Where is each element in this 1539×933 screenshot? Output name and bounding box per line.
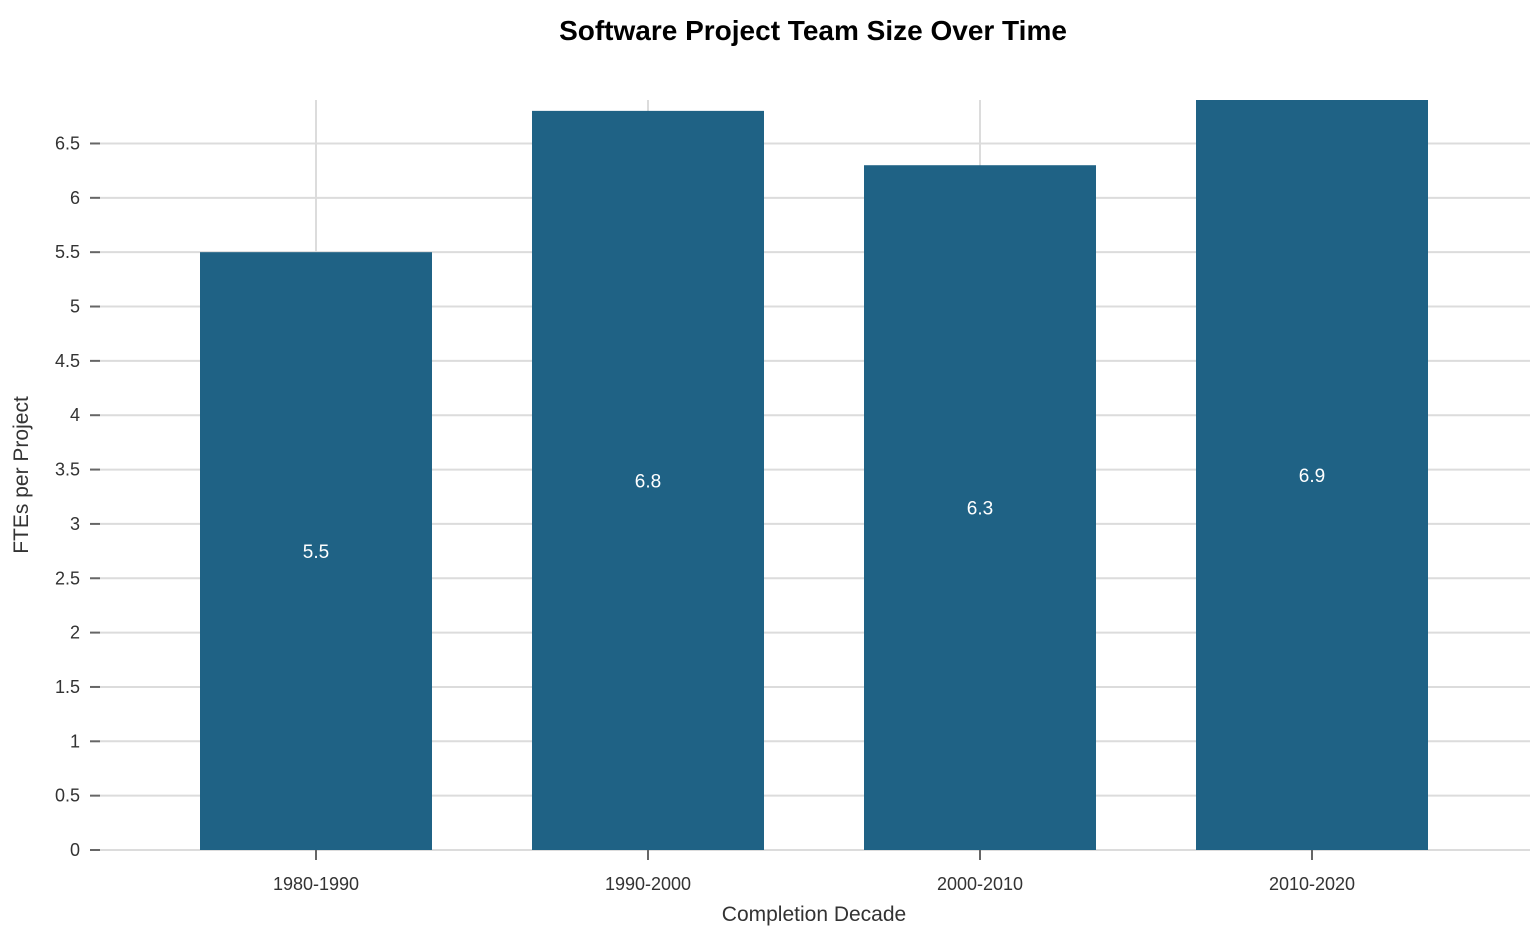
x-axis: 1980-1990 1990-2000 2000-2010 2010-2020 <box>273 850 1355 894</box>
y-tick-label: 6.5 <box>55 133 80 153</box>
y-tick-label: 2.5 <box>55 568 80 588</box>
chart-title: Software Project Team Size Over Time <box>559 15 1067 46</box>
y-tick-label: 3.5 <box>55 460 80 480</box>
bar-2000-2010 <box>864 165 1096 850</box>
y-tick-label: 1 <box>70 731 80 751</box>
bar-data-label: 6.8 <box>635 471 661 492</box>
y-tick-label: 4 <box>70 405 80 425</box>
x-axis-label: Completion Decade <box>722 903 906 926</box>
bar-1990-2000 <box>532 110 764 850</box>
bars: 5.5 6.8 6.3 6.9 <box>200 100 1428 850</box>
x-tick-label: 1990-2000 <box>605 874 691 894</box>
y-tick-label: 2 <box>70 623 80 643</box>
bar-data-label: 5.5 <box>303 542 329 563</box>
y-tick-label: 6 <box>70 188 80 208</box>
y-tick-label: 1.5 <box>55 677 80 697</box>
bar-2010-2020 <box>1196 100 1428 850</box>
y-axis-label: FTEs per Project <box>10 396 33 554</box>
y-axis: 0 0.5 1 1.5 2 2.5 3 3.5 4 4.5 5 5.5 6 6.5 <box>55 133 100 860</box>
bar-data-label: 6.3 <box>967 499 993 520</box>
bar-data-label: 6.9 <box>1299 466 1325 487</box>
y-tick-label: 5 <box>70 297 80 317</box>
x-tick-label: 1980-1990 <box>273 874 359 894</box>
x-tick-label: 2000-2010 <box>937 874 1023 894</box>
y-tick-label: 3 <box>70 514 80 534</box>
bar-1980-1990 <box>200 252 432 850</box>
y-tick-label: 0.5 <box>55 786 80 806</box>
y-tick-label: 5.5 <box>55 242 80 262</box>
y-tick-label: 0 <box>70 840 80 860</box>
x-tick-label: 2010-2020 <box>1269 874 1355 894</box>
y-tick-label: 4.5 <box>55 351 80 371</box>
